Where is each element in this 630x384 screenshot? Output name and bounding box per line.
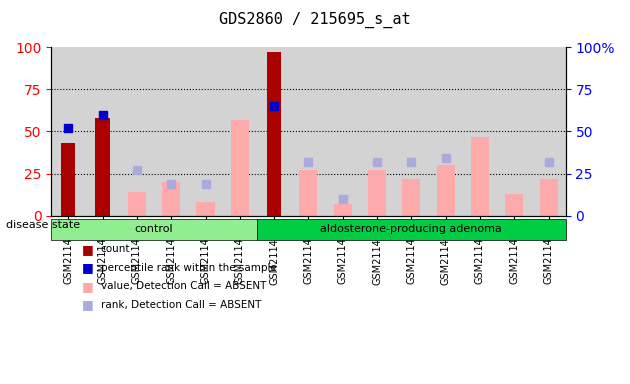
Bar [197,202,214,215]
Text: ■: ■ [82,243,94,256]
Bar [231,120,249,215]
Bar [61,143,76,215]
Text: GDS2860 / 215695_s_at: GDS2860 / 215695_s_at [219,12,411,28]
Bar [95,118,110,215]
Text: control: control [135,224,173,234]
Bar [403,179,420,215]
Text: ■: ■ [82,261,94,274]
Bar [267,53,282,215]
Bar [505,194,524,215]
Text: ■: ■ [82,298,94,311]
Text: value, Detection Call = ABSENT: value, Detection Call = ABSENT [101,281,266,291]
Bar [128,192,146,215]
Bar [471,136,489,215]
Bar [299,170,318,215]
Text: ■: ■ [82,280,94,293]
Bar [334,204,352,215]
Bar [437,165,455,215]
Text: aldosterone-producing adenoma: aldosterone-producing adenoma [321,224,502,234]
Text: percentile rank within the sample: percentile rank within the sample [101,263,277,273]
Text: rank, Detection Call = ABSENT: rank, Detection Call = ABSENT [101,300,261,310]
Bar [162,182,180,215]
Text: disease state: disease state [6,220,81,230]
Bar [368,170,386,215]
Bar [540,179,558,215]
Text: count: count [101,244,130,254]
